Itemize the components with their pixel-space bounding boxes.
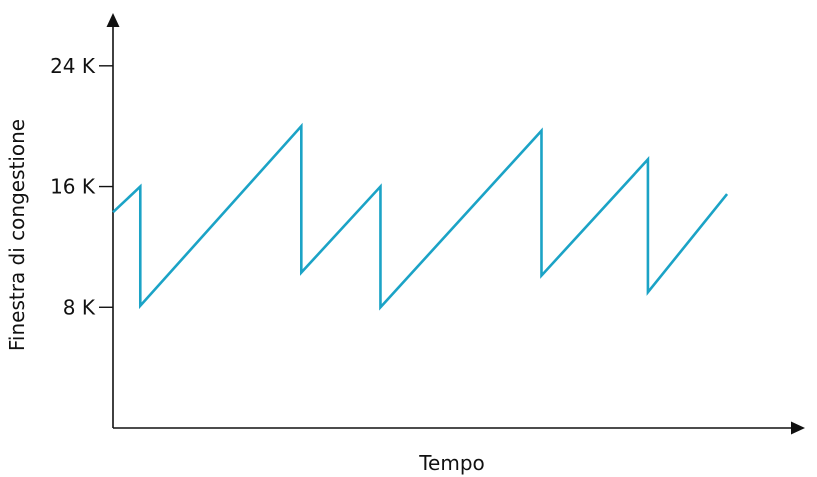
y-ticks: 8 K 16 K 24 K [50,54,113,319]
y-tick-label-1: 16 K [50,175,96,199]
x-axis-arrow [791,421,805,435]
y-axis-title: Finestra di congestione [5,119,29,351]
y-axis-arrow [106,13,120,27]
x-axis-title: Tempo [418,451,485,475]
series-line-0 [112,122,729,311]
y-tick-label-2: 24 K [50,54,96,78]
y-tick-label-0: 8 K [63,295,96,319]
axes [106,13,805,435]
series-layer [112,122,729,311]
